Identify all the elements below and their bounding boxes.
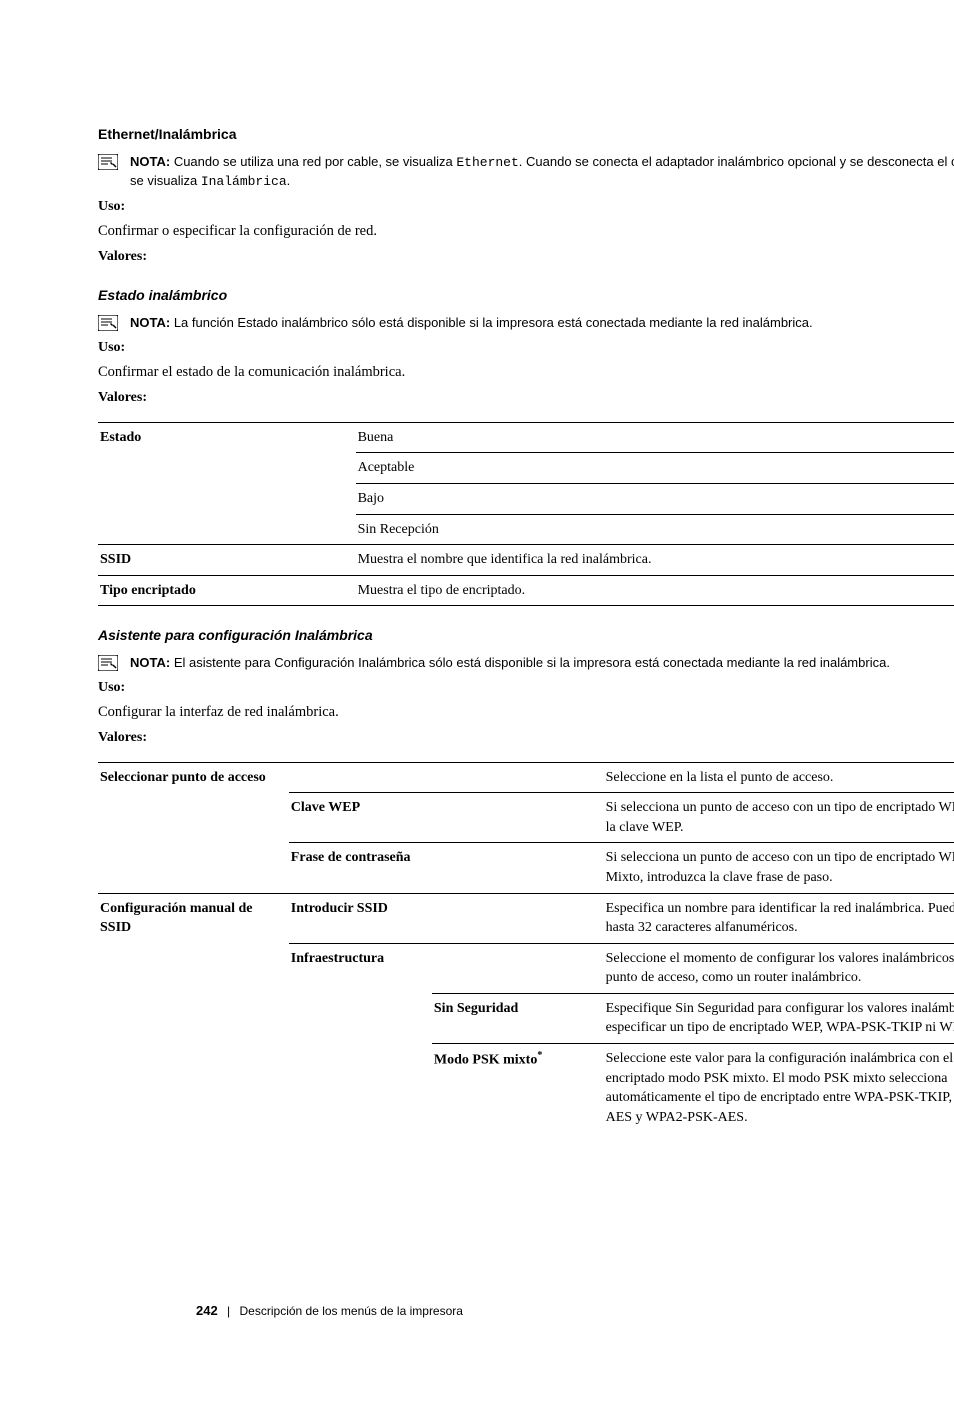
- cell-ssid: SSID: [98, 545, 356, 576]
- uso-text-3: Configurar la interfaz de red inalámbric…: [98, 702, 954, 722]
- cell-r7c4: Seleccione este valor para la configurac…: [604, 1044, 954, 1133]
- uso-text-1: Confirmar o especificar la configuración…: [98, 221, 954, 241]
- note-mono2: Inalámbrica: [201, 174, 287, 189]
- note-text-3: NOTA: El asistente para Configuración In…: [130, 654, 954, 672]
- note-body-2: La función Estado inalámbrico sólo está …: [170, 315, 812, 330]
- note-label: NOTA:: [130, 315, 170, 330]
- table-row: Infraestructura Seleccione el momento de…: [98, 943, 954, 993]
- uso-label-1: Uso:: [98, 197, 954, 217]
- uso-text-2: Confirmar el estado de la comunicación i…: [98, 362, 954, 382]
- table-row: Sin Seguridad Especifique Sin Seguridad …: [98, 993, 954, 1043]
- valores-label-2: Valores:: [98, 388, 954, 408]
- cell-sinrecepcion: Sin Recepción: [356, 514, 954, 545]
- cell-estado: Estado: [98, 422, 356, 453]
- cell-frase: Frase de contraseña: [289, 843, 604, 893]
- table-row: Modo PSK mixto* Seleccione este valor pa…: [98, 1044, 954, 1133]
- cell-tipo: Tipo encriptado: [98, 575, 356, 606]
- table-row: Clave WEP Si selecciona un punto de acce…: [98, 793, 954, 843]
- valores-label-1: Valores:: [98, 247, 954, 267]
- cell-infra: Infraestructura: [289, 943, 432, 993]
- table-row: Configuración manual de SSID Introducir …: [98, 893, 954, 943]
- table-asistente: Seleccionar punto de acceso Seleccione e…: [98, 762, 954, 1133]
- uso-label-3: Uso:: [98, 678, 954, 698]
- note-body-3: El asistente para Configuración Inalámbr…: [170, 655, 890, 670]
- note-post: .: [287, 173, 291, 188]
- note-icon: [98, 655, 120, 671]
- note-row-1: NOTA: Cuando se utiliza una red por cabl…: [98, 153, 954, 191]
- cell-r6c4: Especifique Sin Seguridad para configura…: [604, 993, 954, 1043]
- heading-asistente: Asistente para configuración Inalámbrica: [98, 626, 954, 646]
- note-icon: [98, 154, 120, 170]
- table-row: Estado Buena: [98, 422, 954, 453]
- note-label: NOTA:: [130, 154, 170, 169]
- heading-estado: Estado inalámbrico: [98, 286, 954, 306]
- footer-title: Descripción de los menús de la impresora: [240, 1304, 463, 1318]
- heading-ethernet: Ethernet/Inalámbrica: [98, 125, 954, 145]
- cell-r2c4: Si selecciona un punto de acceso con un …: [604, 793, 954, 843]
- page: Ethernet/Inalámbrica NOTA: Cuando se uti…: [98, 125, 954, 1360]
- note-label: NOTA:: [130, 655, 170, 670]
- table-row: Aceptable: [98, 453, 954, 484]
- table-row: Frase de contraseña Si selecciona un pun…: [98, 843, 954, 893]
- cell-tipo-desc: Muestra el tipo de encriptado.: [356, 575, 954, 606]
- cell-introducir: Introducir SSID: [289, 893, 604, 943]
- cell-bajo: Bajo: [356, 483, 954, 514]
- cell-r1c4: Seleccione en la lista el punto de acces…: [604, 762, 954, 793]
- note-row-3: NOTA: El asistente para Configuración In…: [98, 654, 954, 672]
- table-row: Sin Recepción: [98, 514, 954, 545]
- cell-r4c4: Especifica un nombre para identificar la…: [604, 893, 954, 943]
- note-text-2: NOTA: La función Estado inalámbrico sólo…: [130, 314, 954, 332]
- table-estado: Estado Buena Aceptable Bajo Sin Recepció…: [98, 422, 954, 607]
- cell-modopsk: Modo PSK mixto*: [432, 1044, 604, 1133]
- cell-ssid-desc: Muestra el nombre que identifica la red …: [356, 545, 954, 576]
- cell-clavewep: Clave WEP: [289, 793, 604, 843]
- cell-buena: Buena: [356, 422, 954, 453]
- cell-configmanual: Configuración manual de SSID: [98, 893, 289, 943]
- cell-aceptable: Aceptable: [356, 453, 954, 484]
- table-row: SSID Muestra el nombre que identifica la…: [98, 545, 954, 576]
- asterisk: *: [537, 1050, 542, 1061]
- page-number: 242: [196, 1303, 218, 1318]
- table-row: Bajo: [98, 483, 954, 514]
- note-text-1: NOTA: Cuando se utiliza una red por cabl…: [130, 153, 954, 191]
- cell-r3c4: Si selecciona un punto de acceso con un …: [604, 843, 954, 893]
- table-row: Seleccionar punto de acceso Seleccione e…: [98, 762, 954, 793]
- footer-divider: |: [227, 1304, 230, 1318]
- uso-label-2: Uso:: [98, 338, 954, 358]
- cell-sinseguridad: Sin Seguridad: [432, 993, 604, 1043]
- cell-seleccionar: Seleccionar punto de acceso: [98, 762, 289, 793]
- note-row-2: NOTA: La función Estado inalámbrico sólo…: [98, 314, 954, 332]
- table-row: Tipo encriptado Muestra el tipo de encri…: [98, 575, 954, 606]
- footer: 242 | Descripción de los menús de la imp…: [196, 1302, 463, 1320]
- valores-label-3: Valores:: [98, 728, 954, 748]
- note-mono1: Ethernet: [456, 155, 518, 170]
- note-pre: Cuando se utiliza una red por cable, se …: [170, 154, 456, 169]
- cell-r5c4: Seleccione el momento de configurar los …: [604, 943, 954, 993]
- note-icon: [98, 315, 120, 331]
